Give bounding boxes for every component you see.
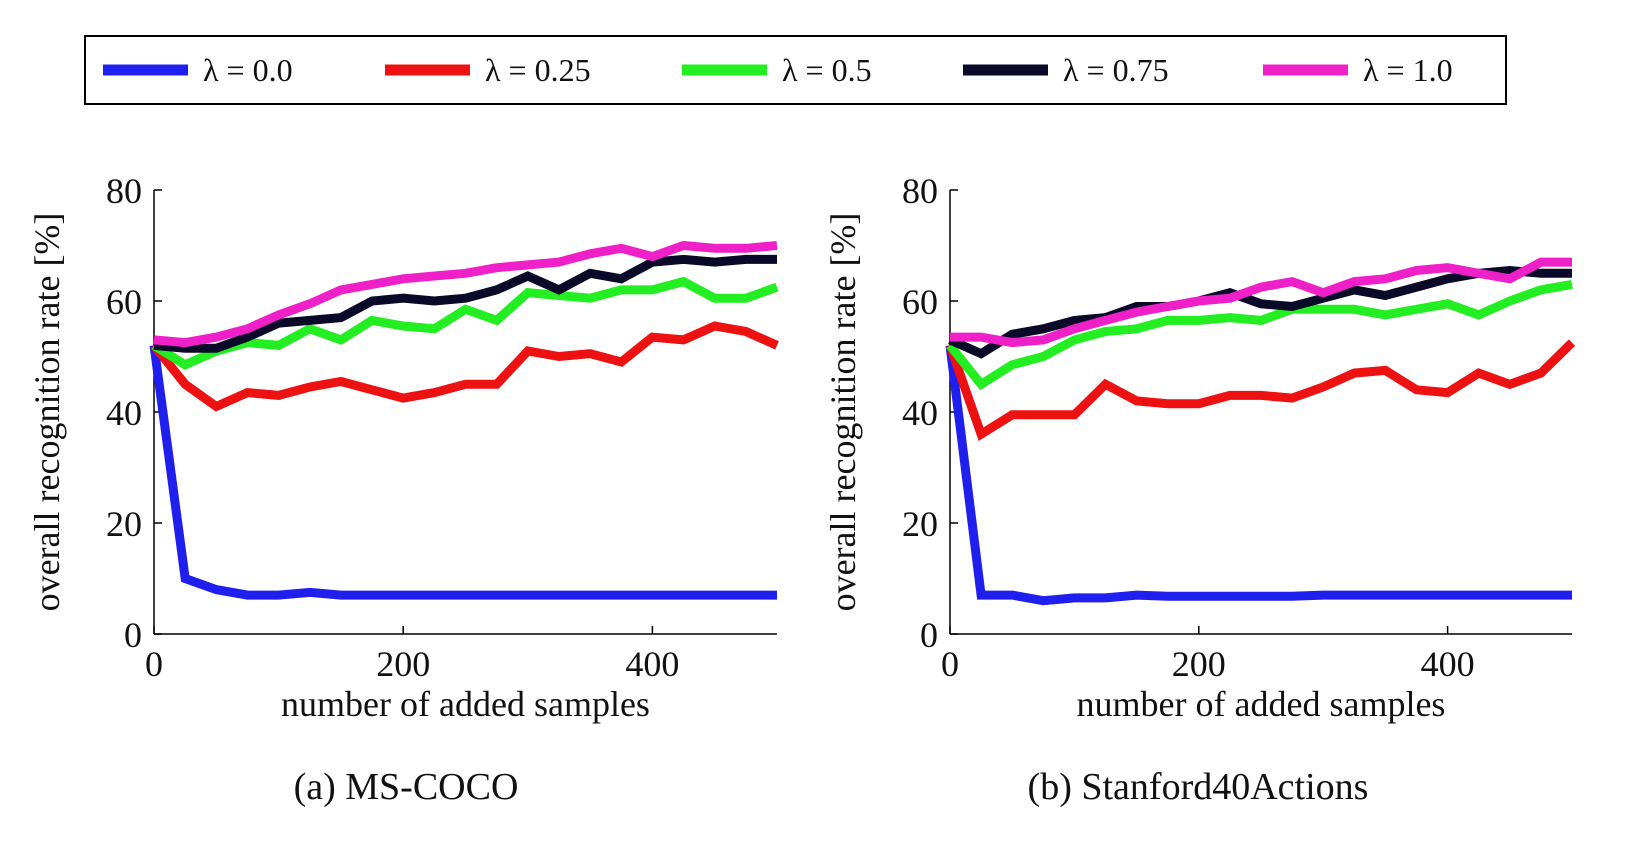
y-tick-label: 0 xyxy=(124,615,142,655)
legend-label: λ = 0.5 xyxy=(782,52,872,88)
legend: λ = 0.0 λ = 0.25 λ = 0.5 λ = 0.75 λ = 1.0 xyxy=(84,35,1507,105)
legend-item: λ = 0.5 xyxy=(682,52,872,88)
x-tick-label: 200 xyxy=(376,644,430,684)
legend-label: λ = 0.75 xyxy=(1063,52,1169,88)
y-tick-label: 60 xyxy=(106,282,142,322)
y-tick-label: 40 xyxy=(902,393,938,433)
legend-label: λ = 0.0 xyxy=(203,52,293,88)
series-line xyxy=(153,240,778,348)
y-axis-label: overall recognition rate [%] xyxy=(27,213,67,612)
series-line xyxy=(151,276,779,370)
series-line xyxy=(149,344,777,600)
legend-label: λ = 0.25 xyxy=(485,52,591,88)
x-axis-label: number of added samples xyxy=(281,684,650,724)
series-line xyxy=(945,339,1576,441)
series-line xyxy=(945,344,1572,606)
legend-item: λ = 1.0 xyxy=(1263,52,1453,88)
y-axis-label: overall recognition rate [%] xyxy=(823,213,863,612)
x-tick-label: 0 xyxy=(941,644,959,684)
x-tick-label: 0 xyxy=(145,644,163,684)
y-tick-label: 60 xyxy=(902,282,938,322)
y-tick-label: 20 xyxy=(902,504,938,544)
series-line xyxy=(150,321,779,412)
series-line xyxy=(153,254,777,353)
legend-item: λ = 0.25 xyxy=(385,52,591,88)
y-tick-label: 80 xyxy=(902,171,938,211)
series-line xyxy=(946,279,1573,391)
y-tick-label: 20 xyxy=(106,504,142,544)
x-axis-label: number of added samples xyxy=(1077,684,1446,724)
y-tick-label: 40 xyxy=(106,393,142,433)
y-tick-label: 80 xyxy=(106,171,142,211)
chart-title: (a) MS-COCO xyxy=(294,766,519,808)
series-line xyxy=(950,257,1572,348)
legend-item: λ = 0.0 xyxy=(103,52,293,88)
x-tick-label: 400 xyxy=(1421,644,1475,684)
legend-item: λ = 0.75 xyxy=(963,52,1169,88)
y-tick-label: 0 xyxy=(920,615,938,655)
chart-title: (b) Stanford40Actions xyxy=(1028,766,1369,808)
x-tick-label: 200 xyxy=(1172,644,1226,684)
x-tick-label: 400 xyxy=(625,644,679,684)
legend-label: λ = 1.0 xyxy=(1363,52,1453,88)
